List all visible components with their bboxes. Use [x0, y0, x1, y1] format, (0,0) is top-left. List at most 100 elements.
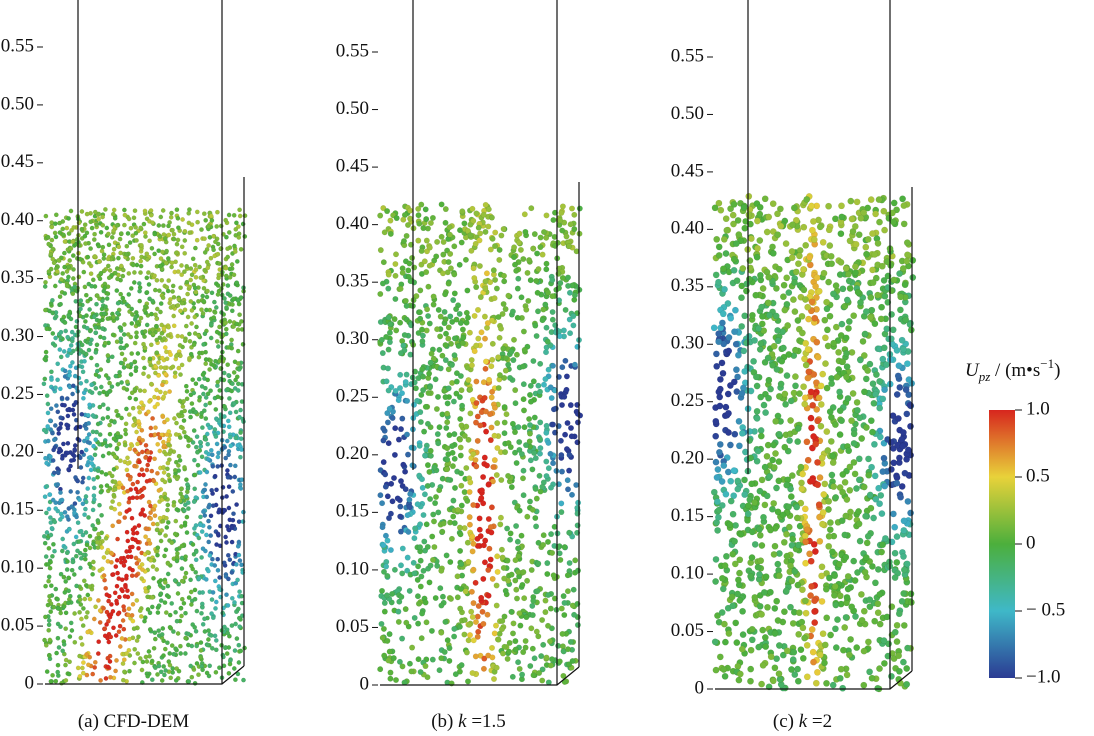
y-tick-label: 0.25	[1, 383, 34, 404]
particle	[537, 450, 544, 457]
particle	[735, 676, 743, 684]
particle	[850, 312, 858, 320]
particle	[405, 451, 412, 458]
particle	[71, 411, 77, 417]
particle	[66, 671, 72, 677]
particle	[392, 261, 399, 268]
particle	[225, 246, 231, 252]
particle	[60, 536, 66, 542]
particle	[94, 342, 100, 348]
particle	[218, 246, 224, 251]
particle	[79, 209, 85, 214]
particle	[57, 294, 63, 300]
particle	[56, 257, 62, 263]
particle	[514, 538, 521, 545]
particle	[429, 533, 436, 540]
particle	[199, 227, 204, 233]
particle	[167, 624, 173, 630]
particle	[454, 573, 461, 580]
particle	[524, 577, 531, 584]
particle	[125, 460, 131, 466]
particle	[149, 604, 155, 610]
particle	[161, 419, 167, 425]
particle	[196, 575, 202, 581]
particle	[514, 595, 521, 602]
particle	[68, 208, 74, 214]
particle	[165, 507, 170, 513]
particle	[203, 361, 209, 367]
particle	[188, 277, 194, 283]
particle	[381, 600, 388, 607]
particle	[500, 345, 507, 352]
particle	[200, 372, 206, 378]
particle	[67, 634, 73, 639]
particle	[481, 313, 488, 320]
particle	[436, 487, 443, 494]
particle	[58, 490, 63, 495]
particle	[798, 618, 806, 626]
particle	[188, 563, 194, 569]
particle	[126, 507, 132, 513]
particle	[801, 355, 808, 363]
particle	[175, 215, 181, 221]
particle	[148, 425, 154, 431]
particle	[225, 576, 231, 582]
particle	[98, 489, 104, 495]
particle	[514, 285, 521, 292]
particle	[206, 243, 212, 248]
particle	[231, 272, 237, 278]
particle	[528, 625, 535, 632]
particle	[441, 308, 448, 315]
particle	[133, 396, 139, 402]
particle	[98, 229, 104, 235]
particle	[85, 254, 91, 260]
particle	[173, 646, 179, 652]
particle	[828, 471, 836, 479]
particle	[494, 568, 501, 575]
particle	[399, 415, 406, 422]
particle	[100, 214, 106, 220]
particle	[84, 313, 89, 318]
particle	[148, 557, 154, 563]
particle	[92, 452, 98, 458]
particle	[174, 476, 180, 482]
particle	[72, 443, 78, 448]
particle	[103, 471, 109, 477]
particle	[128, 372, 134, 377]
particle	[160, 295, 166, 301]
particle	[550, 362, 557, 369]
particle	[227, 557, 233, 563]
particle	[480, 500, 487, 507]
particle	[176, 581, 182, 587]
particle	[184, 388, 190, 394]
particle	[84, 652, 90, 657]
particle	[426, 468, 433, 475]
particle	[213, 358, 218, 364]
particle	[397, 513, 404, 520]
particle	[145, 673, 151, 679]
particle	[557, 217, 564, 224]
particle	[775, 265, 783, 273]
particle	[205, 637, 211, 642]
particle	[416, 220, 423, 227]
particle	[235, 348, 241, 354]
particle	[565, 274, 572, 281]
particle	[205, 457, 211, 462]
particle	[75, 478, 81, 484]
particle	[497, 521, 504, 528]
particle	[543, 260, 550, 267]
particle	[239, 447, 245, 452]
particle	[47, 637, 53, 643]
particle	[502, 587, 509, 594]
particle	[215, 556, 221, 562]
particle	[63, 678, 69, 683]
particle	[856, 414, 864, 422]
particle	[150, 564, 156, 569]
particle	[139, 427, 145, 433]
particle	[512, 557, 519, 564]
particle	[149, 595, 155, 600]
particle	[209, 217, 215, 223]
particle	[539, 251, 546, 258]
y-tick-label: 0.20	[336, 443, 369, 464]
particle	[505, 361, 512, 368]
